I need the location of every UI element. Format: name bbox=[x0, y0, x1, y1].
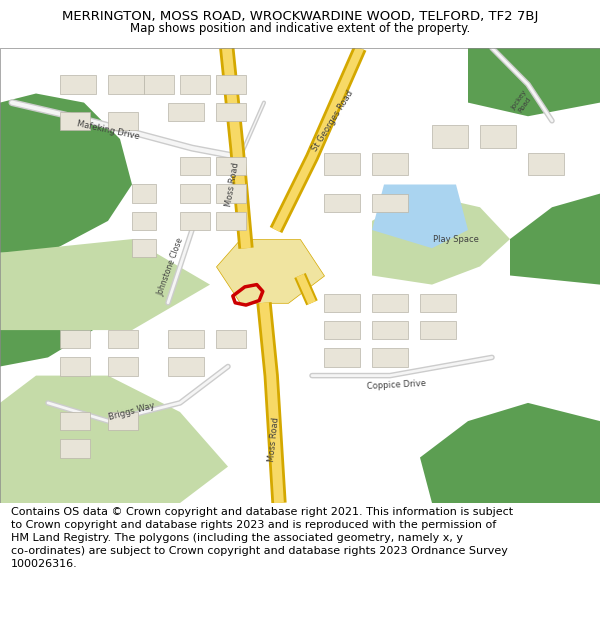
Bar bbox=[324, 194, 360, 212]
Bar bbox=[144, 75, 174, 94]
Bar bbox=[372, 321, 408, 339]
Bar bbox=[324, 348, 360, 366]
Bar bbox=[372, 152, 408, 176]
Text: Coppice Drive: Coppice Drive bbox=[366, 379, 426, 391]
Bar bbox=[480, 126, 516, 148]
Text: Map shows position and indicative extent of the property.: Map shows position and indicative extent… bbox=[130, 21, 470, 34]
Bar bbox=[60, 357, 90, 376]
Bar bbox=[60, 439, 90, 458]
Bar bbox=[432, 126, 468, 148]
Bar bbox=[216, 102, 246, 121]
Bar bbox=[216, 75, 246, 94]
Bar bbox=[372, 294, 408, 312]
Bar bbox=[216, 184, 246, 203]
Bar bbox=[180, 184, 210, 203]
Bar bbox=[168, 357, 204, 376]
Text: Jockey
Road: Jockey Road bbox=[510, 90, 534, 116]
Text: St Georges Road: St Georges Road bbox=[311, 89, 355, 153]
Bar bbox=[528, 152, 564, 176]
Text: Moss Road: Moss Road bbox=[224, 162, 241, 208]
Text: Moss Road: Moss Road bbox=[267, 416, 280, 462]
Bar bbox=[108, 357, 138, 376]
Bar bbox=[108, 75, 144, 94]
Text: Mafeking Drive: Mafeking Drive bbox=[76, 119, 140, 141]
Bar bbox=[420, 294, 456, 312]
Bar bbox=[324, 294, 360, 312]
Text: Contains OS data © Crown copyright and database right 2021. This information is : Contains OS data © Crown copyright and d… bbox=[11, 507, 513, 569]
Bar bbox=[132, 212, 156, 230]
Bar bbox=[216, 330, 246, 348]
Bar bbox=[168, 330, 204, 348]
Bar bbox=[180, 158, 210, 176]
Bar bbox=[372, 194, 408, 212]
Text: Johnstone Close: Johnstone Close bbox=[157, 236, 185, 297]
Bar bbox=[108, 330, 138, 348]
Bar bbox=[420, 321, 456, 339]
Bar bbox=[60, 330, 90, 348]
Bar bbox=[60, 112, 90, 130]
Text: Briggs Way: Briggs Way bbox=[108, 401, 156, 422]
Bar bbox=[180, 212, 210, 230]
Bar bbox=[324, 152, 360, 176]
Text: Play Space: Play Space bbox=[433, 234, 479, 244]
Bar bbox=[108, 112, 138, 130]
Bar bbox=[108, 412, 138, 430]
Bar bbox=[132, 184, 156, 203]
Bar bbox=[324, 321, 360, 339]
Bar bbox=[168, 102, 204, 121]
Bar bbox=[60, 75, 96, 94]
Bar bbox=[180, 75, 210, 94]
Bar bbox=[216, 158, 246, 176]
Bar bbox=[60, 412, 90, 430]
Bar bbox=[216, 212, 246, 230]
Bar bbox=[372, 348, 408, 366]
Text: MERRINGTON, MOSS ROAD, WROCKWARDINE WOOD, TELFORD, TF2 7BJ: MERRINGTON, MOSS ROAD, WROCKWARDINE WOOD… bbox=[62, 9, 538, 22]
Bar bbox=[132, 239, 156, 258]
